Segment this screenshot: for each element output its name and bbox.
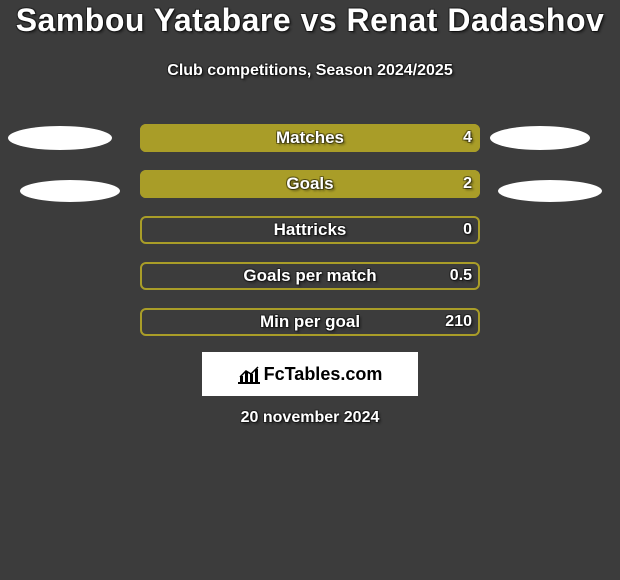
footer-date: 20 november 2024 bbox=[0, 409, 620, 427]
comparison-infographic: Sambou Yatabare vs Renat Dadashov Club c… bbox=[0, 0, 620, 580]
stat-bar-fill bbox=[140, 124, 480, 152]
stat-bar-outline bbox=[140, 216, 480, 244]
stat-bar-fill bbox=[140, 170, 480, 198]
right-ellipse bbox=[498, 180, 602, 202]
stat-row: Goals per match0.5 bbox=[0, 262, 620, 292]
site-badge-text: FcTables.com bbox=[264, 364, 383, 384]
stat-bar bbox=[140, 216, 480, 244]
site-badge: FcTables.com bbox=[202, 352, 418, 396]
stat-bar-outline bbox=[140, 262, 480, 290]
right-ellipse bbox=[490, 126, 590, 150]
stat-bar bbox=[140, 262, 480, 290]
page-subtitle: Club competitions, Season 2024/2025 bbox=[0, 62, 620, 80]
left-ellipse bbox=[20, 180, 120, 202]
page-title: Sambou Yatabare vs Renat Dadashov bbox=[0, 2, 620, 39]
stat-bar bbox=[140, 308, 480, 336]
stat-bar-outline bbox=[140, 308, 480, 336]
left-ellipse bbox=[8, 126, 112, 150]
stat-bar bbox=[140, 124, 480, 152]
stat-row: Min per goal210 bbox=[0, 308, 620, 338]
stat-bar bbox=[140, 170, 480, 198]
chart-icon bbox=[238, 366, 260, 384]
stat-row: Hattricks0 bbox=[0, 216, 620, 246]
